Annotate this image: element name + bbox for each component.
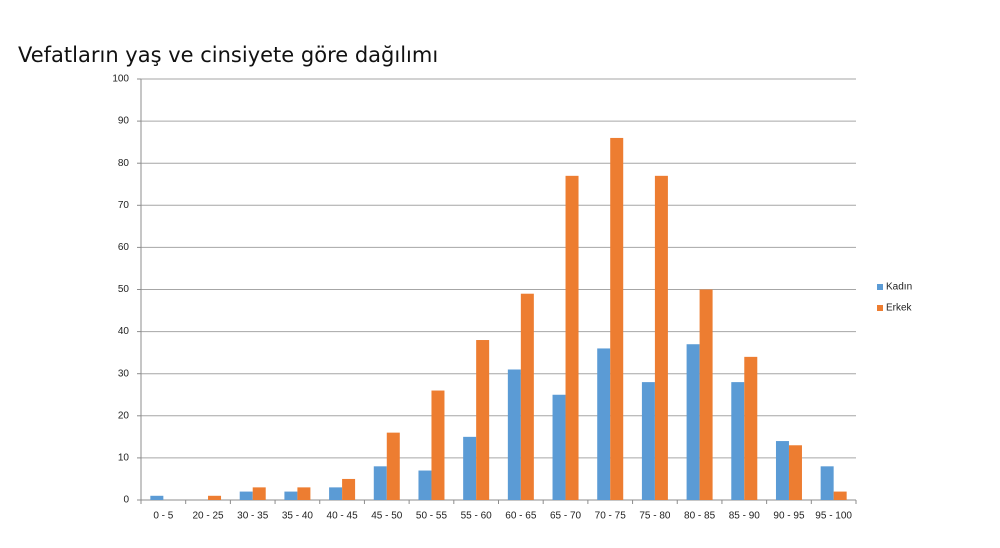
bar	[565, 175, 579, 500]
x-tick-label: 90 - 95	[773, 511, 805, 522]
x-tick-label: 40 - 45	[327, 511, 359, 522]
y-tick-label: 100	[112, 74, 129, 85]
bar	[431, 390, 445, 500]
bar	[744, 356, 758, 500]
bar	[252, 487, 266, 500]
bar	[731, 382, 745, 500]
y-tick-label: 40	[118, 326, 130, 337]
y-tick-label: 0	[123, 495, 129, 506]
x-tick-label: 65 - 70	[550, 511, 582, 522]
legend-swatch	[877, 284, 883, 290]
bar	[788, 445, 802, 500]
x-tick-label: 80 - 85	[684, 511, 716, 522]
x-tick-label: 75 - 80	[639, 511, 671, 522]
y-tick-label: 80	[118, 158, 130, 169]
bar	[686, 344, 700, 500]
bar	[284, 491, 298, 500]
x-tick-label: 85 - 90	[729, 511, 761, 522]
x-tick-label: 70 - 75	[595, 511, 627, 522]
legend-swatch	[877, 305, 883, 311]
bar	[386, 432, 400, 500]
bar	[775, 441, 789, 500]
y-tick-label: 30	[118, 368, 130, 379]
y-tick-label: 20	[118, 410, 130, 421]
bar	[833, 491, 847, 500]
bar	[150, 495, 164, 500]
bar	[820, 466, 834, 500]
bar	[297, 487, 311, 500]
bar	[373, 466, 387, 500]
bar	[654, 175, 668, 500]
legend-label: Erkek	[886, 303, 913, 314]
bar	[476, 340, 490, 500]
x-tick-label: 50 - 55	[416, 511, 448, 522]
bar	[208, 495, 222, 500]
bar	[507, 369, 521, 500]
x-tick-label: 60 - 65	[505, 511, 537, 522]
bar	[641, 382, 655, 500]
x-tick-label: 45 - 50	[371, 511, 403, 522]
x-tick-label: 55 - 60	[461, 511, 493, 522]
x-tick-label: 0 - 5	[153, 511, 173, 522]
y-tick-label: 60	[118, 242, 130, 253]
chart-title: Vefatların yaş ve cinsiyete göre dağılım…	[18, 43, 438, 67]
bar	[239, 491, 253, 500]
bar	[329, 487, 343, 500]
x-tick-label: 30 - 35	[237, 511, 269, 522]
bar	[699, 289, 713, 500]
bar	[418, 470, 432, 500]
bar	[342, 478, 356, 500]
y-tick-label: 70	[118, 200, 130, 211]
bar	[520, 293, 534, 500]
x-tick-label: 20 - 25	[192, 511, 224, 522]
y-tick-label: 10	[118, 453, 130, 464]
x-tick-label: 95 - 100	[815, 511, 852, 522]
bar	[597, 348, 611, 500]
bar	[463, 436, 477, 500]
bar	[610, 137, 624, 500]
bar	[552, 394, 566, 500]
x-tick-label: 35 - 40	[282, 511, 314, 522]
y-tick-label: 50	[118, 284, 130, 295]
y-tick-label: 90	[118, 116, 130, 127]
legend-label: Kadın	[886, 282, 912, 293]
